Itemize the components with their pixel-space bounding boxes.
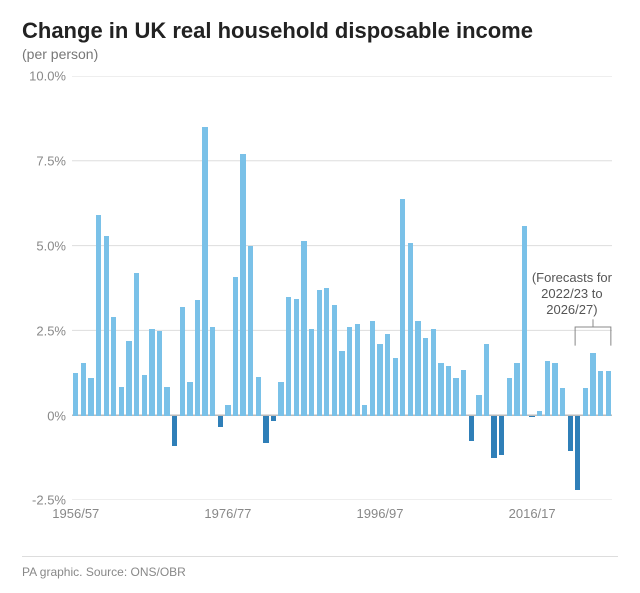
bar (180, 307, 185, 416)
bar (324, 288, 329, 415)
forecast-annotation: (Forecasts for 2022/23 to 2026/27) (532, 270, 612, 319)
bar (88, 378, 93, 415)
bar (309, 329, 314, 415)
bar (377, 344, 382, 415)
bar (461, 370, 466, 416)
bar (545, 361, 550, 415)
bar (507, 378, 512, 415)
bar (111, 317, 116, 415)
bar (415, 321, 420, 416)
bar (104, 236, 109, 416)
bar (96, 215, 101, 415)
bar (187, 382, 192, 416)
bar (233, 277, 238, 416)
y-axis-label: 5.0% (36, 238, 72, 253)
bar (575, 416, 580, 491)
bar (248, 246, 253, 416)
bar (240, 154, 245, 415)
bar (438, 363, 443, 416)
bar (332, 305, 337, 415)
chart-area: -2.5%0%2.5%5.0%7.5%10.0%1956/571976/7719… (22, 66, 618, 534)
bar (301, 241, 306, 416)
bar (583, 388, 588, 415)
y-axis-label: 2.5% (36, 323, 72, 338)
bar (286, 297, 291, 416)
bar (347, 327, 352, 415)
bar (73, 373, 78, 415)
bar (278, 382, 283, 416)
bar (446, 366, 451, 415)
bar (263, 416, 268, 443)
x-axis-label: 2016/17 (509, 500, 556, 521)
bar (484, 344, 489, 415)
y-axis-label: 10.0% (29, 69, 72, 84)
bar (134, 273, 139, 415)
bar (339, 351, 344, 415)
bar (317, 290, 322, 416)
bar (271, 416, 276, 421)
bar (408, 243, 413, 416)
x-axis-label: 1956/57 (52, 500, 99, 521)
bar (491, 416, 496, 458)
bar (453, 378, 458, 415)
footer-rule (22, 556, 618, 557)
bar (294, 299, 299, 416)
chart-subtitle: (per person) (22, 46, 618, 62)
bar (606, 371, 611, 415)
y-axis-label: 7.5% (36, 154, 72, 169)
bar (149, 329, 154, 415)
bar (195, 300, 200, 415)
bar (590, 353, 595, 416)
bar (476, 395, 481, 415)
bar (202, 127, 207, 415)
chart-footer: PA graphic. Source: ONS/OBR (22, 565, 186, 579)
bar (362, 405, 367, 415)
bar (142, 375, 147, 416)
bar (469, 416, 474, 441)
bar (157, 331, 162, 416)
bar (218, 416, 223, 428)
bar (81, 363, 86, 416)
x-axis-label: 1996/97 (357, 500, 404, 521)
bar (514, 363, 519, 416)
bar (172, 416, 177, 447)
bar (126, 341, 131, 416)
bar (119, 387, 124, 416)
bar (210, 327, 215, 415)
bar (560, 388, 565, 415)
bar (568, 416, 573, 452)
y-axis-label: 0% (47, 408, 72, 423)
bar (529, 416, 534, 418)
bar (400, 199, 405, 416)
bar (370, 321, 375, 416)
bar (393, 358, 398, 416)
bar (598, 371, 603, 415)
x-axis-label: 1976/77 (204, 500, 251, 521)
bar (423, 338, 428, 416)
plot-region: -2.5%0%2.5%5.0%7.5%10.0%1956/571976/7719… (72, 76, 612, 500)
bar (552, 363, 557, 416)
bar (225, 405, 230, 415)
bar (431, 329, 436, 415)
bar (385, 334, 390, 415)
bar (164, 387, 169, 416)
bar (537, 411, 542, 416)
chart-title: Change in UK real household disposable i… (22, 18, 618, 44)
bar (256, 377, 261, 416)
bar (355, 324, 360, 416)
bar (522, 226, 527, 416)
bar (499, 416, 504, 455)
